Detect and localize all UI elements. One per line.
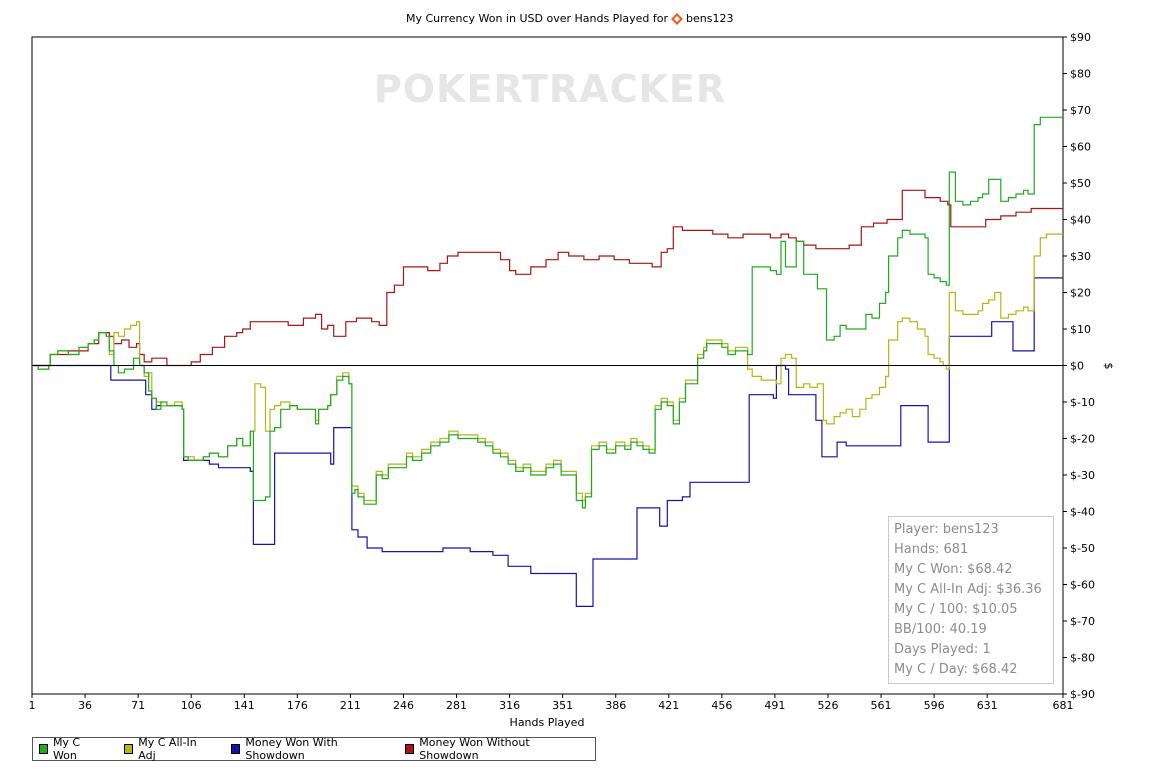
x-tick-label: 246	[393, 699, 414, 712]
x-tick-label: 456	[711, 699, 732, 712]
stats-hands: Hands: 681	[894, 542, 969, 557]
chart-title-player: bens123	[686, 12, 733, 25]
legend-item-without-showdown[interactable]: Money Won Without Showdown	[405, 736, 571, 762]
legend-label: My C Won	[52, 736, 81, 762]
y-tick-label: $70	[1070, 104, 1091, 117]
legend-label: Money Won With Showdown	[245, 736, 338, 762]
x-tick-label: 316	[499, 699, 520, 712]
legend-item-my-c-won[interactable]: My C Won	[39, 736, 100, 762]
y-axis-label: $	[1102, 363, 1115, 370]
x-tick-label: 421	[658, 699, 679, 712]
chart-title: My Currency Won in USD over Hands Played…	[406, 12, 669, 25]
y-tick-label: $-40	[1070, 506, 1095, 519]
x-tick-label: 211	[340, 699, 361, 712]
y-tick-label: $-30	[1070, 469, 1095, 482]
y-tick-label: $60	[1070, 141, 1091, 154]
stats-per-100: My C / 100: $10.05	[894, 602, 1018, 617]
legend-label: My C All-In Adj	[138, 736, 197, 762]
x-axis-label: Hands Played	[510, 716, 585, 729]
stats-player: Player: bens123	[894, 522, 999, 537]
y-tick-label: $-90	[1070, 688, 1095, 701]
x-tick-label: 526	[817, 699, 838, 712]
y-tick-label: $30	[1070, 250, 1091, 263]
y-tick-label: $-60	[1070, 579, 1095, 592]
legend-item-with-showdown[interactable]: Money Won With Showdown	[231, 736, 381, 762]
pokertracker-logo-icon	[671, 13, 683, 25]
y-tick-label: $10	[1070, 323, 1091, 336]
y-tick-label: $50	[1070, 177, 1091, 190]
series-line-money-won-with-showdown	[32, 277, 1063, 607]
pokertracker-watermark: POKERTRACKER	[374, 67, 726, 111]
y-tick-label: $20	[1070, 287, 1091, 300]
axis-ticks: 1 36 71 106 141 176 211 246 281 316 351 386 421 456 49…	[29, 31, 1095, 712]
x-tick-label: 351	[552, 699, 573, 712]
stats-days-played: Days Played: 1	[894, 642, 991, 657]
y-tick-label: $-50	[1070, 542, 1095, 555]
x-tick-label: 561	[871, 699, 892, 712]
x-tick-label: 681	[1053, 699, 1074, 712]
x-tick-label: 36	[78, 699, 92, 712]
series-line-my-c-won	[32, 116, 1063, 509]
y-tick-label: $-10	[1070, 396, 1095, 409]
y-tick-label: $-80	[1070, 652, 1095, 665]
legend-swatch-icon	[405, 744, 415, 754]
x-tick-label: 176	[287, 699, 308, 712]
y-tick-label: $-20	[1070, 433, 1095, 446]
y-tick-label: $80	[1070, 68, 1091, 81]
legend-label: Money Won Without Showdown	[419, 736, 530, 762]
stats-allin-adj: My C All-In Adj: $36.36	[894, 582, 1042, 597]
x-tick-label: 71	[131, 699, 145, 712]
y-tick-label: $40	[1070, 214, 1091, 227]
stats-won: My C Won: $68.42	[894, 562, 1013, 577]
x-tick-label: 106	[181, 699, 202, 712]
stats-per-day: My C / Day: $68.42	[894, 662, 1018, 677]
x-tick-label: 631	[977, 699, 998, 712]
y-tick-label: $0	[1070, 360, 1084, 373]
y-tick-label: $-70	[1070, 615, 1095, 628]
x-tick-label: 141	[234, 699, 255, 712]
stats-summary-box: Player: bens123 Hands: 681 My C Won: $68…	[888, 516, 1054, 684]
x-tick-label: 1	[29, 699, 36, 712]
legend-swatch-icon	[39, 744, 48, 754]
stats-bb-100: BB/100: 40.19	[894, 622, 987, 637]
x-tick-label: 281	[446, 699, 467, 712]
y-tick-label: $90	[1070, 31, 1091, 44]
x-tick-label: 596	[924, 699, 945, 712]
x-tick-label: 491	[764, 699, 785, 712]
legend-item-all-in-adj[interactable]: My C All-In Adj	[124, 736, 207, 762]
x-tick-label: 386	[605, 699, 626, 712]
legend-swatch-icon	[231, 744, 241, 754]
chart-legend: My C Won My C All-In Adj Money Won With …	[32, 736, 596, 762]
legend-swatch-icon	[124, 744, 134, 754]
series-line-money-won-without-showdown	[32, 189, 1063, 367]
